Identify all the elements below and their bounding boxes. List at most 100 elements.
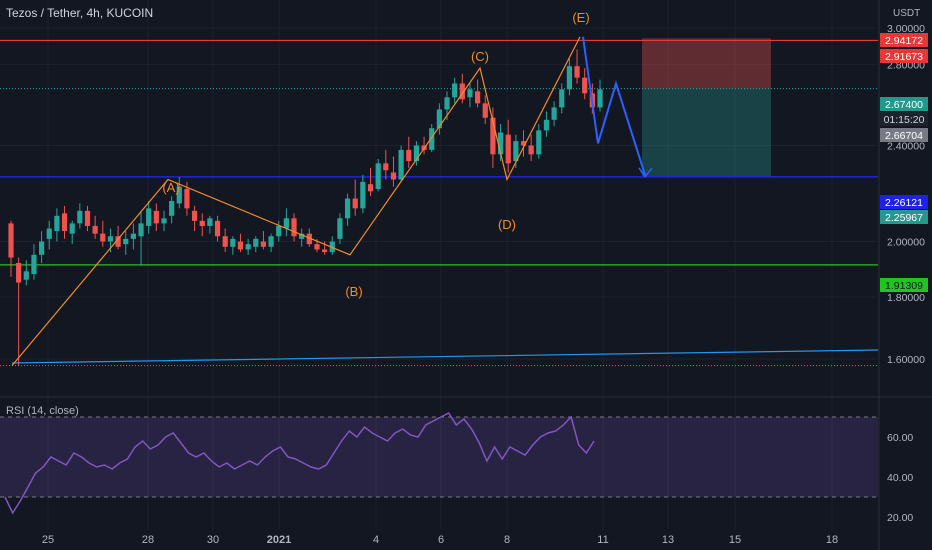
- svg-text:2.94172: 2.94172: [885, 35, 923, 47]
- wave-label: (A): [162, 180, 179, 195]
- candle: [69, 220, 75, 245]
- candle-body: [452, 83, 458, 98]
- candle: [398, 145, 404, 182]
- candle-body: [490, 117, 496, 155]
- candle: [413, 141, 420, 166]
- candle-body: [429, 128, 435, 150]
- candle: [31, 244, 37, 280]
- time-tick-label: 15: [729, 534, 741, 546]
- candle: [268, 233, 274, 253]
- candle-body: [291, 218, 297, 237]
- candle: [260, 231, 267, 250]
- chart-title: Tezos / Tether, 4h, KUCOIN: [6, 6, 154, 20]
- elliott-wave-path[interactable]: [11, 36, 581, 367]
- candle: [214, 215, 221, 242]
- trend-line[interactable]: [11, 349, 879, 364]
- candle: [299, 228, 305, 247]
- candle-body: [536, 130, 542, 155]
- rsi-tick-label: 20.00: [887, 512, 913, 524]
- candle-body: [38, 241, 45, 255]
- candle-body: [237, 241, 244, 250]
- candle: [130, 223, 136, 250]
- candle-body: [344, 198, 351, 219]
- candle-body: [329, 241, 335, 253]
- candle-body: [138, 223, 144, 237]
- candle-body: [559, 89, 565, 108]
- candle: [54, 208, 60, 242]
- candle-body: [390, 172, 397, 180]
- candle: [559, 83, 565, 114]
- svg-text:2.91673: 2.91673: [885, 51, 923, 63]
- candle-body: [467, 89, 473, 98]
- candle: [100, 220, 106, 247]
- time-tick-label: 2021: [267, 534, 291, 546]
- candle-body: [322, 249, 328, 253]
- candle: [490, 107, 496, 168]
- candle-body: [497, 132, 504, 155]
- candle-body: [23, 271, 29, 280]
- candle: [176, 177, 182, 209]
- svg-text:2.26121: 2.26121: [885, 197, 923, 209]
- candle: [352, 179, 358, 216]
- candle: [536, 124, 542, 159]
- candle-body: [398, 149, 404, 180]
- candle: [230, 236, 236, 255]
- candle: [360, 174, 366, 214]
- projection-path[interactable]: [582, 36, 646, 176]
- candle-body: [260, 241, 267, 247]
- time-tick-label: 13: [662, 534, 674, 546]
- candle-body: [543, 119, 550, 131]
- candle-body: [176, 186, 182, 204]
- candle-body: [61, 213, 68, 232]
- candle-body: [337, 218, 343, 239]
- candle: [452, 77, 458, 104]
- svg-text:2.66704: 2.66704: [885, 130, 923, 142]
- candle: [375, 158, 381, 192]
- candle: [337, 213, 343, 245]
- candle-body: [528, 145, 534, 155]
- price-axis-label: 2.66704: [880, 128, 928, 142]
- candle-body: [230, 238, 236, 247]
- candle-body: [191, 210, 198, 221]
- candle-body: [444, 97, 450, 110]
- candle-body: [360, 181, 366, 209]
- candle-body: [268, 236, 274, 247]
- candle: [46, 220, 52, 250]
- candle: [84, 205, 91, 232]
- candle-body: [100, 233, 106, 242]
- candle: [383, 149, 389, 180]
- candle-body: [107, 236, 114, 242]
- candle: [77, 203, 83, 229]
- candle: [520, 130, 527, 157]
- take-profit-zone: [642, 88, 771, 177]
- candle: [574, 49, 580, 84]
- time-tick-label: 8: [504, 534, 510, 546]
- price-axis-label: 2.91673: [880, 49, 928, 63]
- rsi-label: RSI (14, close): [6, 405, 79, 417]
- svg-text:2.25967: 2.25967: [885, 212, 923, 224]
- svg-text:1.91309: 1.91309: [885, 280, 923, 292]
- candle: [436, 103, 442, 135]
- candle: [283, 208, 289, 237]
- candle: [16, 257, 22, 366]
- candle: [23, 260, 29, 286]
- candle: [199, 213, 205, 237]
- rsi-tick-label: 60.00: [887, 432, 913, 444]
- time-tick-label: 6: [438, 534, 444, 546]
- candle: [92, 215, 98, 239]
- projection-arrow-icon: [638, 167, 653, 178]
- candle-body: [184, 188, 190, 209]
- candle-body: [123, 238, 129, 245]
- candle-body: [169, 200, 175, 216]
- candle-body: [482, 103, 488, 118]
- candle: [329, 236, 335, 255]
- price-axis-label: 2.26121: [880, 195, 928, 209]
- price-axis-label: 01:15:20: [880, 112, 928, 126]
- time-tick-label: 11: [597, 534, 608, 546]
- rsi-band: [0, 417, 878, 497]
- candle-body: [436, 109, 442, 129]
- candle: [138, 210, 144, 266]
- time-tick-label: 4: [373, 534, 379, 546]
